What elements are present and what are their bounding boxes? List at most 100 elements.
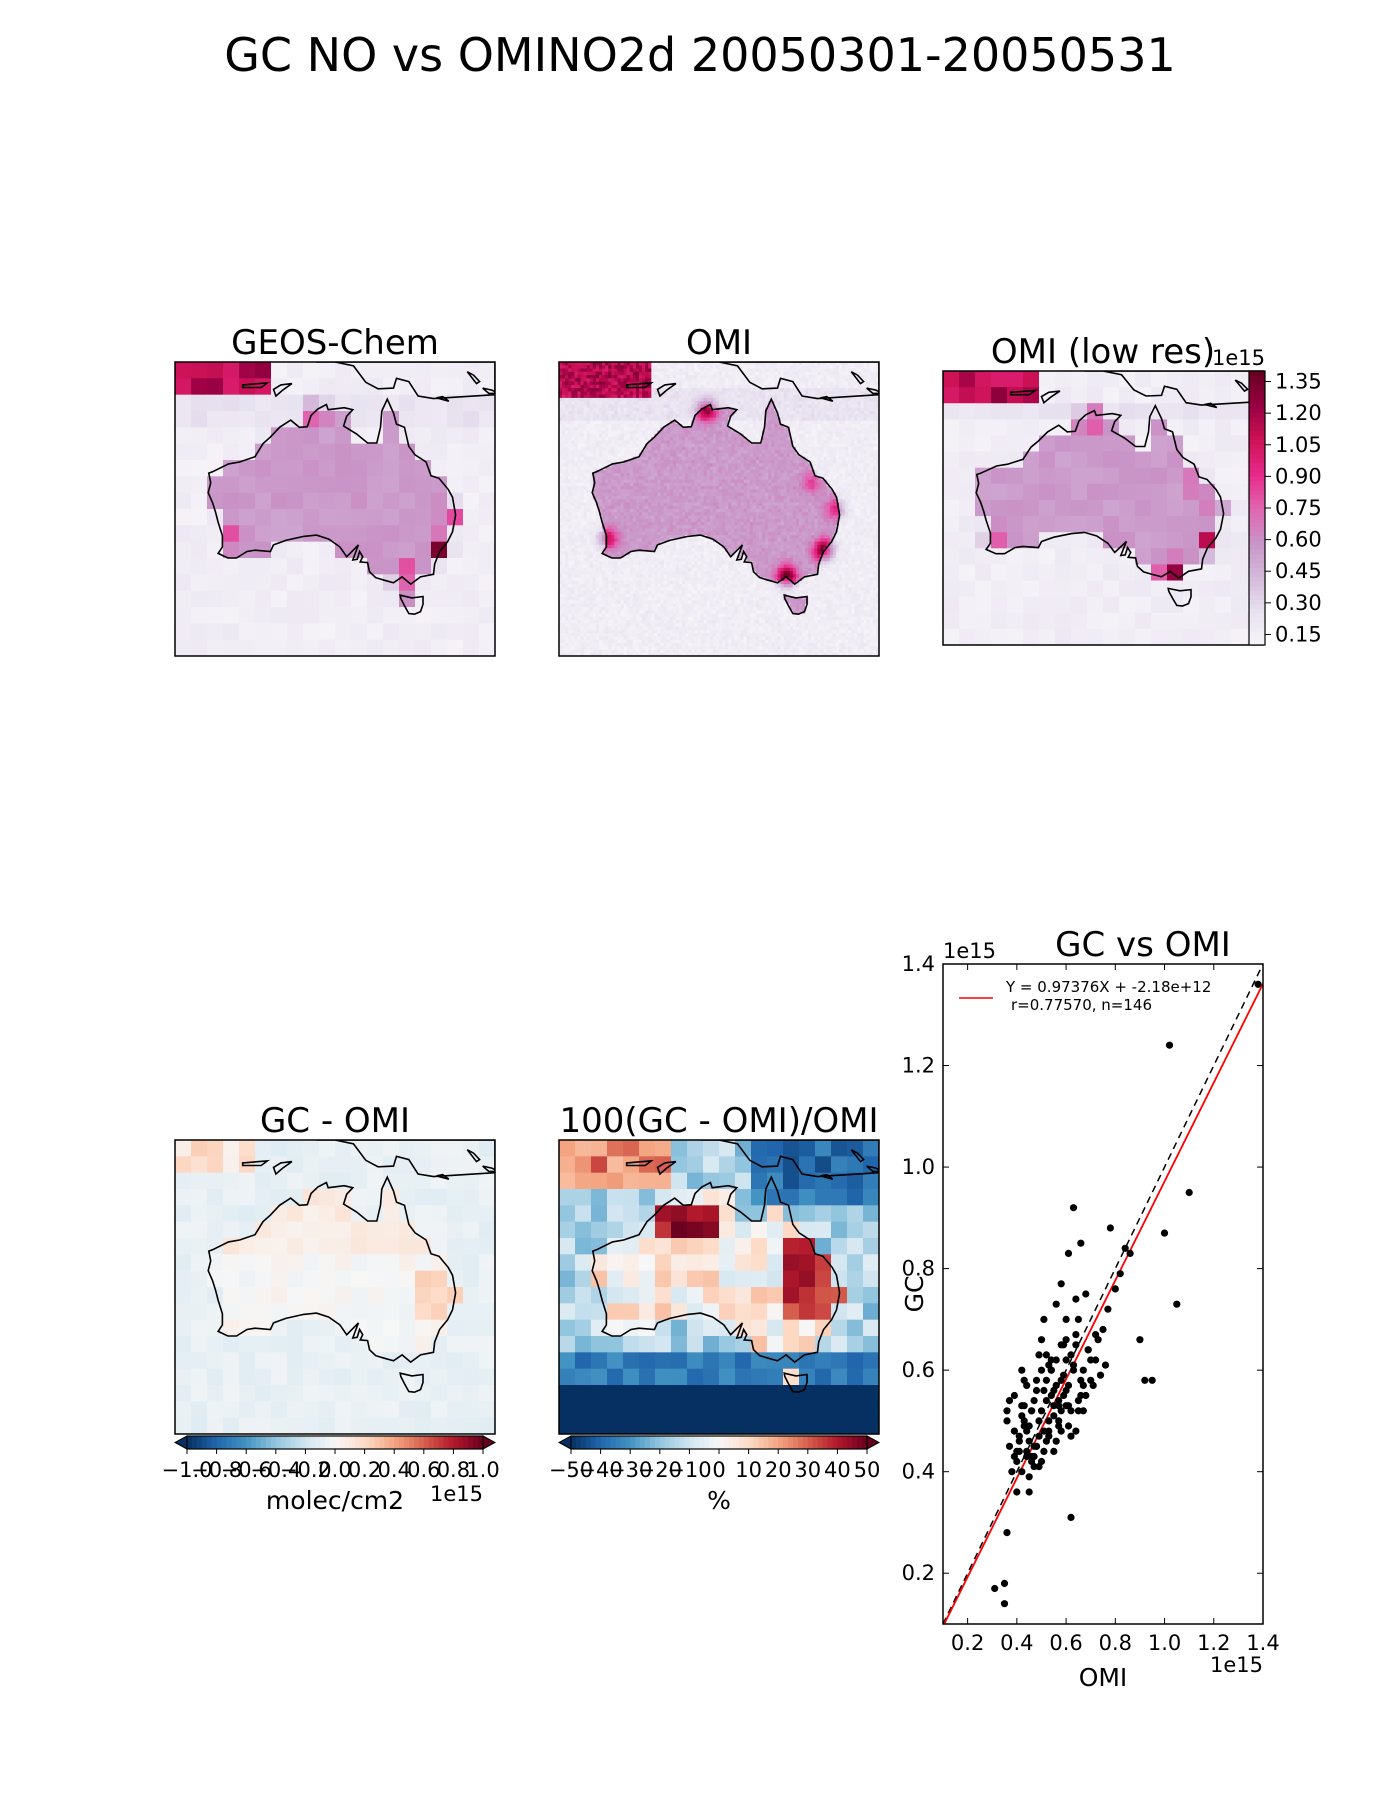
map-cell: [565, 430, 569, 435]
map-cell: [663, 384, 668, 389]
map-cell: [611, 407, 615, 412]
map-cell: [574, 401, 579, 406]
map-cell: [774, 430, 779, 435]
map-cell: [728, 446, 732, 451]
map-cell: [823, 482, 828, 487]
map-cell: [802, 476, 806, 481]
map-cell: [559, 440, 563, 445]
map-cell: [774, 482, 779, 487]
map-cell: [799, 460, 803, 464]
map-cell: [759, 362, 763, 366]
map-cell: [759, 401, 763, 406]
map-cell: [583, 404, 588, 409]
map-cell: [632, 391, 637, 396]
map-cell: [617, 388, 622, 392]
map-cell: [685, 446, 689, 451]
map-cell: [795, 424, 800, 428]
map-cell: [857, 446, 862, 451]
map-cell: [682, 371, 686, 376]
map-cell: [679, 495, 683, 500]
map-cell: [669, 443, 674, 448]
map-cell: [694, 420, 699, 425]
map-cell: [635, 482, 640, 487]
map-cell: [755, 404, 760, 409]
map-cell: [752, 476, 757, 481]
map-cell: [820, 407, 825, 412]
map-cell: [271, 492, 288, 510]
map-cell: [845, 388, 849, 392]
map-cell: [571, 495, 575, 500]
map-cell: [175, 558, 192, 575]
map-cell: [728, 427, 732, 432]
map-cell: [777, 479, 782, 484]
map-cell: [642, 388, 646, 392]
map-cell: [620, 378, 625, 383]
map-cell: [811, 433, 815, 438]
map-cell: [645, 479, 649, 484]
map-cell: [685, 460, 689, 464]
map-cell: [835, 479, 840, 484]
map-cell: [829, 476, 834, 481]
map-cell: [715, 401, 720, 406]
map-cell: [568, 417, 572, 422]
map-cell: [666, 430, 671, 435]
map-cell: [694, 486, 699, 490]
map-cell: [817, 440, 822, 445]
map-cell: [654, 446, 659, 451]
map-cell: [722, 502, 726, 507]
map-cell: [712, 362, 717, 366]
map-cell: [635, 404, 640, 409]
map-cell: [660, 381, 665, 386]
map-cell: [571, 502, 575, 507]
map-cell: [823, 381, 828, 386]
map-cell: [620, 495, 625, 500]
map-cell: [223, 362, 240, 379]
map-cell: [592, 388, 597, 392]
map-cell: [577, 417, 582, 422]
map-cell: [777, 391, 782, 396]
map-cell: [703, 450, 708, 455]
map-cell: [820, 420, 825, 425]
map-cell: [685, 430, 689, 435]
map-cell: [645, 404, 649, 409]
map-cell: [839, 437, 843, 441]
map-cell: [842, 456, 846, 461]
map-cell: [608, 476, 612, 481]
map-cell: [814, 427, 819, 432]
map-cell: [583, 365, 588, 370]
map-cell: [817, 473, 822, 477]
map-cell: [608, 473, 612, 477]
map-cell: [709, 443, 714, 448]
map-cell: [287, 411, 304, 428]
map-cell: [737, 368, 742, 373]
map-cell: [792, 456, 797, 461]
map-cell: [842, 368, 846, 373]
map-cell: [786, 384, 791, 389]
map-cell: [765, 375, 769, 379]
map-cell: [645, 414, 649, 419]
map-cell: [740, 378, 745, 383]
map-cell: [620, 414, 625, 419]
map-cell: [734, 365, 739, 370]
map-cell: [614, 384, 619, 389]
map-cell: [869, 414, 874, 419]
map-cell: [759, 368, 763, 373]
map-cell: [725, 388, 729, 392]
map-cell: [617, 381, 622, 386]
map-cell: [703, 473, 708, 477]
map-cell: [611, 450, 615, 455]
map-cell: [814, 420, 819, 425]
map-cell: [820, 397, 825, 402]
map-cell: [765, 446, 769, 451]
map-cell: [697, 420, 702, 425]
map-cell: [589, 495, 594, 500]
map-cell: [845, 378, 849, 383]
map-cell: [722, 446, 726, 451]
map-cell: [383, 492, 400, 510]
map-cell: [642, 417, 646, 422]
map-cell: [709, 371, 714, 376]
map-cell: [651, 404, 655, 409]
map-cell: [808, 489, 812, 494]
map-cell: [771, 473, 775, 477]
map-cell: [562, 388, 566, 392]
